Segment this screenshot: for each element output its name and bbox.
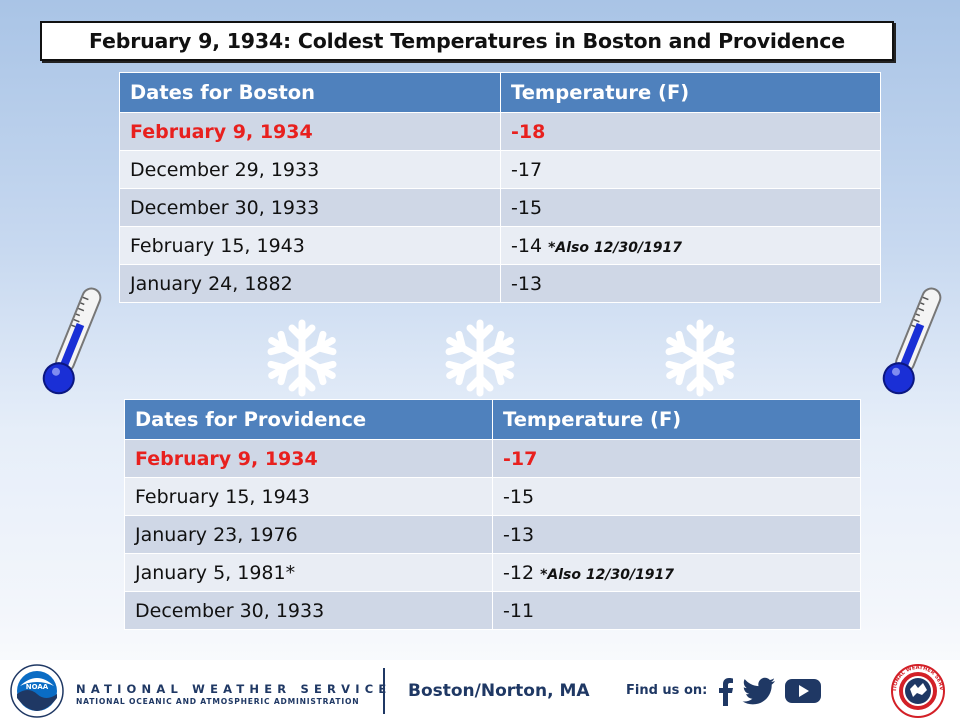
date-cell: February 15, 1943 (124, 477, 493, 516)
temperature-cell: -18 (500, 112, 881, 151)
temperature-cell: -17 (492, 439, 861, 478)
temperature-value: -12 (503, 561, 535, 584)
table-row: December 29, 1933 -17 (119, 150, 881, 189)
temperature-note: *Also 12/30/1917 (548, 239, 683, 256)
table-row: January 24, 1882 -13 (119, 264, 881, 303)
temperature-cell: -13 (492, 515, 861, 554)
nws-logo-icon: NATIONAL WEATHER SERVICE (888, 664, 945, 718)
date-cell: December 30, 1933 (119, 188, 501, 227)
date-cell: January 23, 1976 (124, 515, 493, 554)
temperature-cell: -15 (500, 188, 881, 227)
table-row: February 9, 1934 -18 (119, 112, 881, 151)
temperature-cell: -11 (492, 591, 861, 630)
boston-temperature-table: Dates for Boston Temperature (F) Februar… (119, 72, 881, 303)
table-header-row: Dates for Providence Temperature (F) (124, 399, 861, 440)
agency-name: NATIONAL WEATHER SERVICE (76, 682, 392, 696)
facebook-icon[interactable] (716, 676, 736, 706)
temperature-value: -14 (511, 234, 543, 257)
temperature-cell: -12 *Also 12/30/1917 (492, 553, 861, 592)
thermometer-icon (882, 287, 942, 395)
footer-divider (383, 668, 385, 714)
noaa-logo-icon: NOAA (10, 664, 64, 718)
temperature-cell: -17 (500, 150, 881, 189)
table-row: February 15, 1943 -14 *Also 12/30/1917 (119, 226, 881, 265)
table-header-row: Dates for Boston Temperature (F) (119, 72, 881, 113)
date-cell: January 24, 1882 (119, 264, 501, 303)
temperature-cell: -15 (492, 477, 861, 516)
table-row: December 30, 1933 -15 (119, 188, 881, 227)
snowflake-icon (445, 319, 515, 397)
thermometer-icon (42, 287, 102, 395)
find-us-label: Find us on: (626, 683, 708, 698)
table-row: February 9, 1934 -17 (124, 439, 861, 478)
noaa-logo-text: NOAA (26, 683, 49, 691)
temperature-note: *Also 12/30/1917 (540, 566, 675, 583)
temperature-cell: -14 *Also 12/30/1917 (500, 226, 881, 265)
column-header-date: Dates for Providence (124, 399, 493, 440)
youtube-icon[interactable] (784, 676, 822, 706)
table-row: January 23, 1976 -13 (124, 515, 861, 554)
column-header-temperature: Temperature (F) (500, 72, 881, 113)
temperature-cell: -13 (500, 264, 881, 303)
table-row: February 15, 1943 -15 (124, 477, 861, 516)
date-cell: December 29, 1933 (119, 150, 501, 189)
table-row: December 30, 1933 -11 (124, 591, 861, 630)
column-header-temperature: Temperature (F) (492, 399, 861, 440)
column-header-date: Dates for Boston (119, 72, 501, 113)
date-cell: January 5, 1981* (124, 553, 493, 592)
office-location: Boston/Norton, MA (408, 681, 590, 701)
date-cell: February 9, 1934 (119, 112, 501, 151)
page-title: February 9, 1934: Coldest Temperatures i… (40, 21, 894, 61)
twitter-icon[interactable] (742, 676, 776, 706)
providence-temperature-table: Dates for Providence Temperature (F) Feb… (124, 399, 861, 630)
parent-agency-name: NATIONAL OCEANIC AND ATMOSPHERIC ADMINIS… (76, 697, 360, 706)
table-row: January 5, 1981* -12 *Also 12/30/1917 (124, 553, 861, 592)
date-cell: February 15, 1943 (119, 226, 501, 265)
date-cell: December 30, 1933 (124, 591, 493, 630)
snowflake-icon (267, 319, 337, 397)
date-cell: February 9, 1934 (124, 439, 493, 478)
snowflake-icon (665, 319, 735, 397)
